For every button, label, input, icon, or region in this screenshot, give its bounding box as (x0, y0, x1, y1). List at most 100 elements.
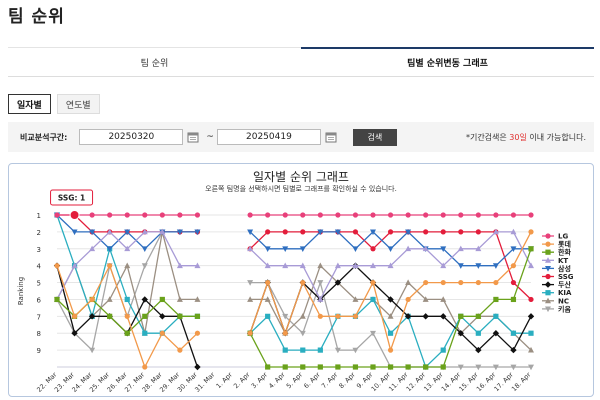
calendar-icon[interactable] (324, 130, 338, 144)
data-point (440, 229, 446, 235)
data-point (107, 212, 113, 218)
data-point (492, 263, 499, 269)
data-point (282, 364, 288, 370)
data-point (106, 296, 113, 302)
data-point (159, 212, 165, 218)
series-line (56, 214, 531, 267)
legend-item[interactable]: 두산 (542, 280, 571, 289)
legend-label: NC (558, 297, 569, 305)
data-point (352, 364, 359, 370)
data-point (265, 212, 271, 218)
data-point (387, 347, 394, 353)
data-point (54, 296, 60, 303)
data-point (159, 330, 165, 336)
data-point (475, 245, 482, 252)
legend-label: LG (558, 233, 568, 241)
tab-ranking-change-graph[interactable]: 팀별 순위변동 그래프 (301, 47, 594, 76)
chart-title: 일자별 순위 그래프 (253, 170, 349, 184)
subtab-yearly[interactable]: 연도별 (56, 94, 100, 114)
data-point (71, 229, 78, 236)
data-point (440, 279, 446, 286)
data-point (510, 346, 517, 354)
data-point (527, 313, 535, 320)
data-point (440, 246, 447, 252)
data-point (458, 279, 464, 286)
data-point (423, 279, 429, 286)
start-date-field[interactable]: 20250320 (79, 129, 184, 145)
x-tick-label: 1. Apr (215, 371, 235, 391)
legend-marker (545, 297, 551, 304)
data-point (177, 313, 183, 319)
tab-team-ranking[interactable]: 팀 순위 (8, 47, 301, 76)
y-tick-label: 1 (37, 212, 41, 220)
data-point (124, 229, 131, 236)
legend-item[interactable]: 롯데 (542, 240, 571, 249)
legend-item[interactable]: NC (542, 297, 569, 305)
data-point (510, 279, 517, 286)
subtab-daily[interactable]: 일자별 (8, 94, 51, 114)
data-point (387, 229, 394, 235)
data-point (475, 212, 481, 218)
y-tick-label: 8 (37, 330, 41, 338)
data-point (335, 212, 341, 218)
data-point (422, 313, 429, 320)
data-point (352, 313, 359, 319)
data-point (493, 296, 499, 303)
search-button[interactable]: 검색 (352, 128, 397, 146)
data-point (528, 346, 534, 353)
legend-item[interactable]: SSG (542, 273, 574, 281)
end-date-field[interactable]: 20250419 (216, 129, 321, 145)
data-point (493, 313, 499, 319)
data-point (404, 313, 412, 320)
data-point (440, 262, 447, 269)
legend-item[interactable]: KT (542, 257, 568, 265)
data-point (510, 246, 517, 252)
y-tick-label: 6 (37, 296, 42, 304)
legend-marker (545, 233, 551, 239)
data-point (475, 263, 482, 269)
x-tick-label: 31. Mar (193, 371, 216, 394)
series-line (56, 214, 531, 369)
data-point (264, 296, 271, 302)
data-point (299, 330, 306, 337)
legend-item[interactable]: 삼성 (542, 264, 571, 273)
data-point (300, 364, 306, 370)
data-point (176, 229, 183, 236)
data-point (510, 212, 517, 218)
x-tick-label: 2. Apr (232, 371, 252, 391)
data-point (423, 229, 429, 235)
calendar-icon[interactable] (186, 130, 200, 144)
data-point (247, 296, 254, 302)
y-tick-label: 4 (37, 263, 42, 271)
data-point (335, 313, 341, 319)
legend-item[interactable]: 한화 (542, 248, 571, 257)
data-point (387, 364, 394, 370)
legend-label: 삼성 (558, 264, 571, 273)
data-point (405, 245, 412, 252)
period-note-suffix: 이내 가능합니다. (526, 132, 586, 142)
data-point (89, 347, 96, 354)
main-tabs: 팀 순위 팀별 순위변동 그래프 (8, 47, 594, 77)
data-point (89, 245, 96, 252)
data-point (510, 364, 517, 371)
legend-item[interactable]: 키움 (542, 304, 571, 313)
data-point (528, 246, 534, 252)
data-point (492, 330, 500, 337)
data-point (88, 313, 96, 320)
x-tick-label: 6. Apr (302, 371, 322, 391)
data-point (194, 313, 201, 319)
data-point (493, 279, 499, 286)
data-point (142, 330, 148, 336)
data-point (282, 246, 289, 252)
data-point (387, 330, 394, 336)
data-point (422, 296, 429, 302)
data-point (299, 262, 306, 269)
data-point (282, 330, 288, 336)
data-point (458, 313, 464, 319)
data-point (265, 229, 271, 235)
data-point (141, 246, 148, 252)
data-point (124, 330, 130, 336)
data-point (352, 246, 359, 252)
legend-item[interactable]: KIA (542, 289, 572, 297)
legend-item[interactable]: LG (542, 233, 568, 241)
